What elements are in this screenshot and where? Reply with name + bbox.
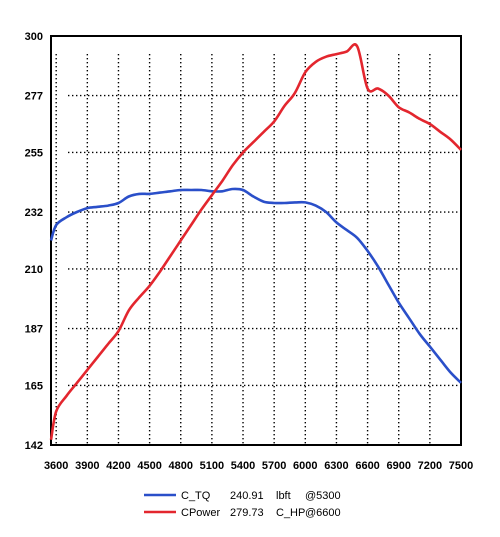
x-tick-label: 5100 xyxy=(200,460,224,472)
x-tick-label: 6000 xyxy=(293,460,317,472)
legend-series-rpm: @5300 xyxy=(305,490,341,502)
x-tick-label: 4200 xyxy=(106,460,130,472)
legend-series-unit: C_HP xyxy=(276,507,305,519)
legend-series-value: 240.91 xyxy=(230,490,264,502)
x-tick-label: 4500 xyxy=(137,460,161,472)
x-tick-label: 3900 xyxy=(75,460,99,472)
y-tick-label: 300 xyxy=(25,31,43,43)
series-line-power xyxy=(49,43,462,441)
grid xyxy=(55,54,461,445)
x-tick-label: 6600 xyxy=(355,460,379,472)
x-tick-label: 3600 xyxy=(44,460,68,472)
legend-series-unit: lbft xyxy=(276,490,291,502)
legend: C_TQ 240.91 lbft @5300 CPower 279.73 C_HP @6600 xyxy=(144,490,341,519)
x-tick-label: 4800 xyxy=(169,460,193,472)
x-tick-label: 6300 xyxy=(324,460,348,472)
y-tick-label: 210 xyxy=(25,264,43,276)
x-tick-label: 5400 xyxy=(231,460,255,472)
x-tick-label: 5700 xyxy=(262,460,286,472)
plot-frame xyxy=(50,35,462,446)
legend-series-name: CPower xyxy=(181,507,220,519)
x-tick-label: 7200 xyxy=(418,460,442,472)
x-tick-label: 6900 xyxy=(386,460,410,472)
y-tick-label: 187 xyxy=(25,324,43,336)
y-tick-label: 255 xyxy=(25,147,43,159)
y-tick-label: 232 xyxy=(25,207,43,219)
y-axis-ticks: 142 165 187 210 232 255 277 300 xyxy=(25,31,43,452)
y-tick-label: 165 xyxy=(25,380,43,392)
y-tick-label: 142 xyxy=(25,440,43,452)
legend-series-rpm: @6600 xyxy=(305,507,341,519)
x-axis-ticks: 3600 3900 4200 4500 4800 5100 5400 5700 6000 6300… xyxy=(44,460,473,472)
series-line-tq xyxy=(49,187,462,384)
x-tick-label: 7500 xyxy=(449,460,473,472)
legend-series-name: C_TQ xyxy=(181,490,211,502)
series xyxy=(49,43,462,441)
y-tick-label: 277 xyxy=(25,91,43,103)
legend-series-value: 279.73 xyxy=(230,507,264,519)
